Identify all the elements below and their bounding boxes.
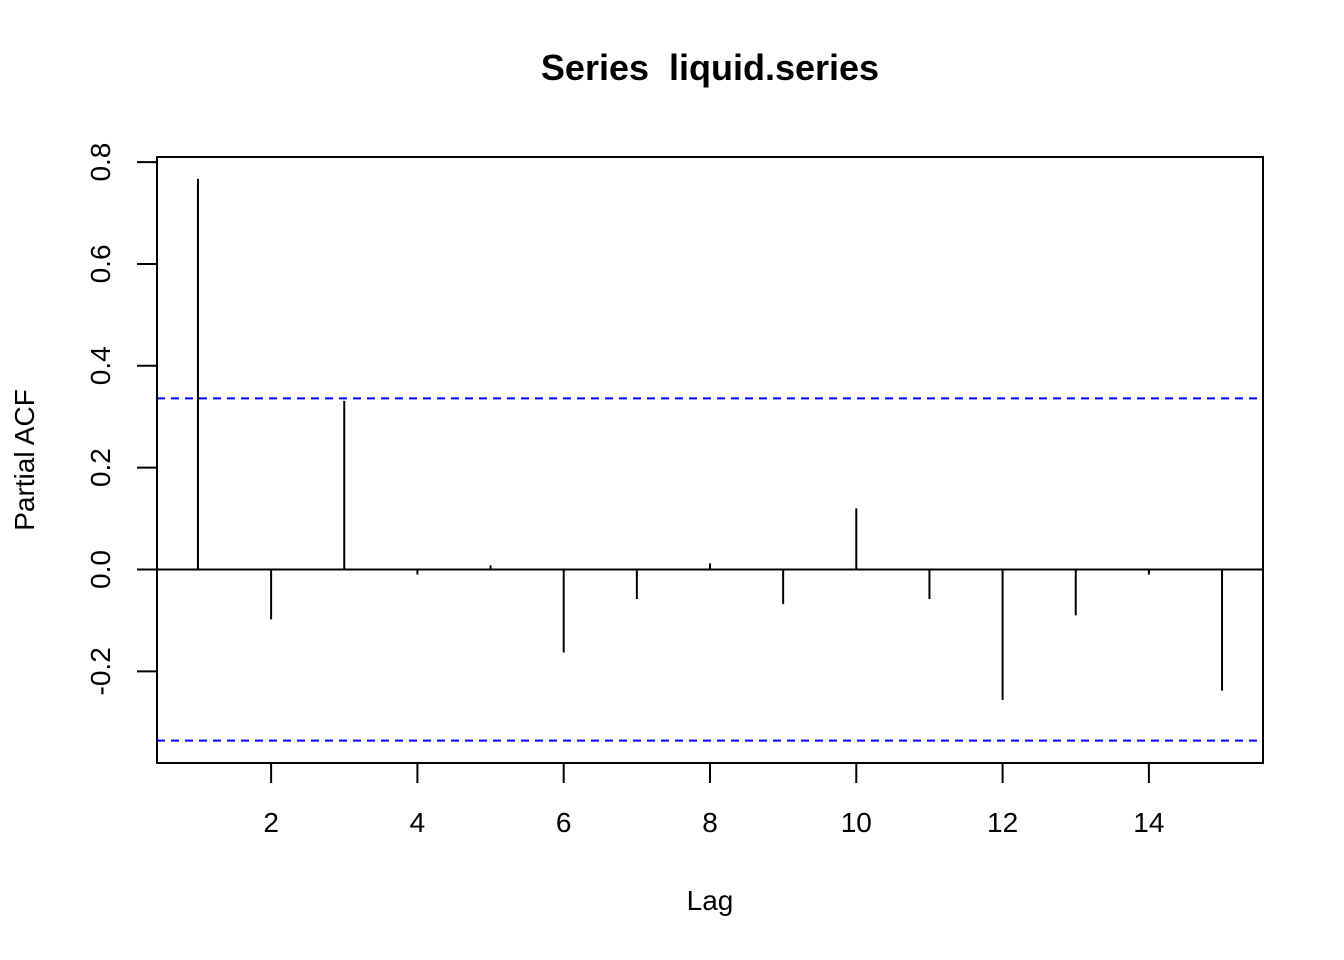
x-tick-label: 4 bbox=[410, 807, 426, 838]
x-tick-label: 6 bbox=[556, 807, 572, 838]
x-tick-label: 10 bbox=[841, 807, 872, 838]
y-tick-label: 0.8 bbox=[85, 143, 116, 182]
pacf-bars bbox=[196, 178, 1224, 700]
y-axis: -0.2 0.0 0.2 0.4 0.6 0.8 bbox=[85, 143, 158, 695]
y-tick-label: 0.0 bbox=[85, 550, 116, 589]
y-axis-label: Partial ACF bbox=[9, 389, 40, 531]
x-tick-label: 12 bbox=[987, 807, 1018, 838]
confidence-bounds bbox=[157, 397, 1263, 742]
x-tick-label: 14 bbox=[1133, 807, 1164, 838]
x-tick-label: 8 bbox=[702, 807, 718, 838]
x-axis: 2 4 6 8 10 12 14 bbox=[263, 762, 1164, 838]
y-tick-label: -0.2 bbox=[85, 647, 116, 695]
y-tick-label: 0.4 bbox=[85, 346, 116, 385]
x-tick-label: 2 bbox=[263, 807, 279, 838]
x-axis-label: Lag bbox=[687, 885, 734, 916]
y-tick-label: 0.2 bbox=[85, 448, 116, 487]
y-tick-label: 0.6 bbox=[85, 244, 116, 283]
plot-frame bbox=[156, 156, 1264, 764]
chart-title: Series liquid.series bbox=[541, 47, 879, 88]
